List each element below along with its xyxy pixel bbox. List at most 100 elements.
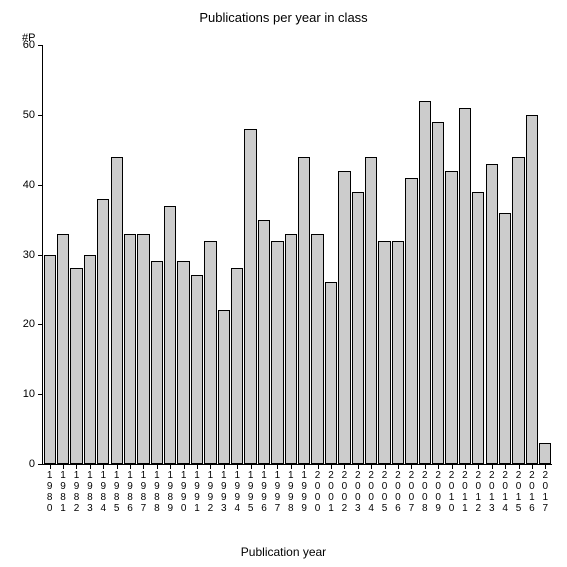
y-tick (38, 45, 43, 46)
x-tick-label: 1988 (152, 470, 162, 514)
x-axis-label: Publication year (0, 545, 567, 559)
bar (70, 268, 82, 464)
x-tick-label: 2011 (460, 470, 470, 514)
x-tick-label: 2017 (540, 470, 550, 514)
bar (526, 115, 538, 464)
x-tick (465, 464, 466, 469)
bar (378, 241, 390, 464)
x-tick (505, 464, 506, 469)
bar (338, 171, 350, 464)
x-tick-label: 2013 (487, 470, 497, 514)
x-tick (358, 464, 359, 469)
bar (177, 261, 189, 464)
y-tick-label: 0 (29, 458, 35, 470)
x-tick (532, 464, 533, 469)
x-tick (130, 464, 131, 469)
y-tick (38, 115, 43, 116)
x-tick-label: 2010 (447, 470, 457, 514)
chart-title: Publications per year in class (0, 10, 567, 25)
x-tick (545, 464, 546, 469)
x-tick-label: 1997 (272, 470, 282, 514)
bar (311, 234, 323, 464)
bar (352, 192, 364, 464)
bar (244, 129, 256, 464)
y-tick (38, 255, 43, 256)
bar (512, 157, 524, 464)
x-tick-label: 1983 (85, 470, 95, 514)
x-tick (331, 464, 332, 469)
x-tick (157, 464, 158, 469)
x-tick-label: 2007 (406, 470, 416, 514)
bar (124, 234, 136, 464)
y-tick-label: 60 (23, 39, 35, 51)
bar (258, 220, 270, 464)
x-tick-label: 1995 (246, 470, 256, 514)
y-tick-label: 30 (23, 249, 35, 261)
x-tick-label: 1985 (112, 470, 122, 514)
x-tick (224, 464, 225, 469)
x-tick (478, 464, 479, 469)
chart-container: Publications per year in class #P 010203… (0, 0, 567, 567)
x-tick (251, 464, 252, 469)
x-tick (197, 464, 198, 469)
x-tick (304, 464, 305, 469)
x-tick (264, 464, 265, 469)
bar (392, 241, 404, 464)
bar (459, 108, 471, 464)
x-tick (519, 464, 520, 469)
bars-group (43, 45, 552, 464)
x-tick (237, 464, 238, 469)
bar (97, 199, 109, 464)
bar (405, 178, 417, 464)
x-tick-label: 2004 (366, 470, 376, 514)
y-tick (38, 394, 43, 395)
bar (472, 192, 484, 464)
x-tick-label: 2005 (380, 470, 390, 514)
x-tick-label: 2015 (514, 470, 524, 514)
x-tick-label: 2014 (500, 470, 510, 514)
bar (57, 234, 69, 464)
bar (285, 234, 297, 464)
x-tick (277, 464, 278, 469)
x-tick (170, 464, 171, 469)
x-tick (76, 464, 77, 469)
bar (44, 255, 56, 465)
x-tick-label: 1998 (286, 470, 296, 514)
x-tick (385, 464, 386, 469)
x-tick (371, 464, 372, 469)
bar (137, 234, 149, 464)
x-tick (318, 464, 319, 469)
y-tick-label: 20 (23, 318, 35, 330)
x-tick-label: 1999 (299, 470, 309, 514)
bar (445, 171, 457, 464)
bar (164, 206, 176, 464)
x-tick (438, 464, 439, 469)
x-tick (63, 464, 64, 469)
x-tick-label: 1981 (58, 470, 68, 514)
x-tick-label: 1984 (98, 470, 108, 514)
y-tick (38, 464, 43, 465)
bar (151, 261, 163, 464)
x-tick (50, 464, 51, 469)
x-tick (344, 464, 345, 469)
plot-area: 0102030405060198019811982198319841985198… (42, 45, 552, 465)
bar (419, 101, 431, 464)
bar (191, 275, 203, 464)
x-tick-label: 2008 (420, 470, 430, 514)
bar (539, 443, 551, 464)
x-tick-label: 2009 (433, 470, 443, 514)
x-tick (492, 464, 493, 469)
x-tick (398, 464, 399, 469)
x-tick-label: 1987 (138, 470, 148, 514)
x-tick-label: 1980 (45, 470, 55, 514)
y-tick-label: 10 (23, 388, 35, 400)
x-tick-label: 2003 (353, 470, 363, 514)
bar (271, 241, 283, 464)
x-tick (291, 464, 292, 469)
x-tick (411, 464, 412, 469)
x-tick (184, 464, 185, 469)
x-tick-label: 1989 (165, 470, 175, 514)
x-tick-label: 2012 (473, 470, 483, 514)
bar (499, 213, 511, 464)
x-tick-label: 1992 (205, 470, 215, 514)
